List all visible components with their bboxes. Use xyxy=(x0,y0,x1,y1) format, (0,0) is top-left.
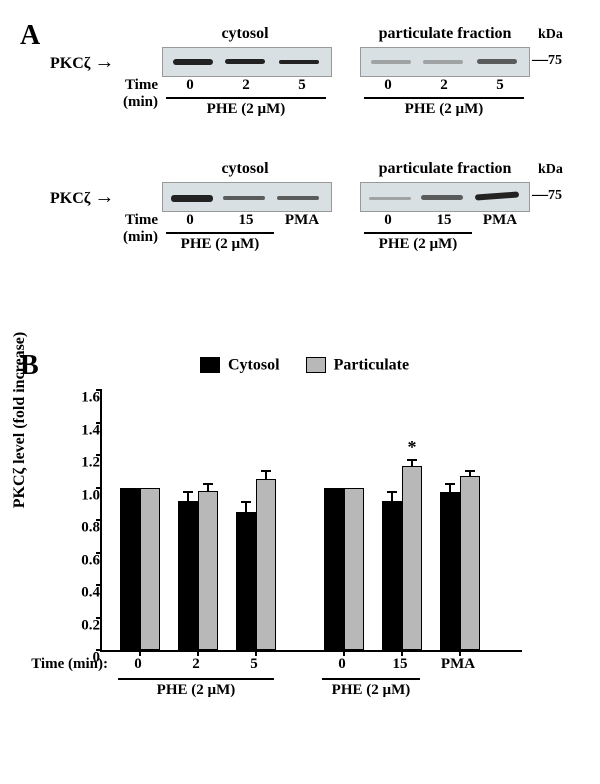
y-tick-label: 0.8 xyxy=(60,520,100,537)
panel-a-label: A xyxy=(20,20,40,52)
y-tick-label: 1.4 xyxy=(60,422,100,439)
x-labels-layer: 0 2 5 0 15 PMA PHE (2 µM) PHE (2 µM) xyxy=(100,650,520,730)
legend-label-cytosol: Cytosol xyxy=(228,356,280,373)
bar-particulate xyxy=(344,488,364,651)
bar-particulate xyxy=(402,466,422,650)
pkcz-label-1: PKCζ → xyxy=(50,51,114,74)
bar-cytosol xyxy=(236,512,256,650)
lane-label: 2 xyxy=(416,77,472,94)
pkcz-label-2: PKCζ → xyxy=(50,186,114,209)
x-axis-prefix: Time (min): xyxy=(18,656,108,673)
treatment-bar: PHE (2 µM) xyxy=(166,232,274,253)
kda-75-mark-2: —75 xyxy=(532,186,562,204)
treatment-bar: PHE (2 µM) xyxy=(364,97,524,118)
treatment-bar: PHE (2 µM) xyxy=(322,678,420,699)
bar-cytosol xyxy=(324,488,344,651)
arrow-icon: → xyxy=(94,51,114,73)
x-tick-label: 15 xyxy=(393,656,408,673)
panel-b: B Cytosol Particulate PKCζ level (fold i… xyxy=(20,350,580,750)
lane-label: 5 xyxy=(472,77,528,94)
treatment-bar: PHE (2 µM) xyxy=(364,232,472,253)
bar-cytosol xyxy=(120,488,140,651)
y-tick-label: 1.0 xyxy=(60,487,100,504)
kda-75-mark-1: —75 xyxy=(532,51,562,69)
y-tick-label: 1.6 xyxy=(60,390,100,407)
lane-label: PMA xyxy=(274,212,330,229)
time-label-1: Time (min) xyxy=(100,77,158,111)
bar-particulate xyxy=(256,479,276,650)
particulate-header-2: particulate fraction xyxy=(360,160,530,178)
kda-label-1: kDa xyxy=(538,27,563,43)
y-tick-label: 1.2 xyxy=(60,455,100,472)
y-tick-label: 0.4 xyxy=(60,585,100,602)
cytosol-blot-2 xyxy=(162,182,332,212)
particulate-blot-2 xyxy=(360,182,530,212)
lane-label: 0 xyxy=(360,212,416,229)
lane-label: 15 xyxy=(416,212,472,229)
y-tick-label: 0.2 xyxy=(60,617,100,634)
x-tick-label: 0 xyxy=(338,656,346,673)
lane-label: 0 xyxy=(162,77,218,94)
cytosol-blot-1 xyxy=(162,47,332,77)
y-axis-label: PKCζ level (fold increase) xyxy=(11,290,29,550)
particulate-header-1: particulate fraction xyxy=(360,25,530,43)
x-tick-label: 5 xyxy=(250,656,258,673)
bar-cytosol xyxy=(178,501,198,651)
lane-label: 2 xyxy=(218,77,274,94)
bar-cytosol xyxy=(382,501,402,651)
legend-label-particulate: Particulate xyxy=(334,356,410,373)
time-label-2: Time (min) xyxy=(100,212,158,246)
treatment-bar: PHE (2 µM) xyxy=(118,678,274,699)
arrow-icon: → xyxy=(94,186,114,208)
x-tick-label: PMA xyxy=(441,656,475,673)
y-tick-label: 0.6 xyxy=(60,552,100,569)
significance-star: * xyxy=(408,437,417,458)
lane-label: PMA xyxy=(472,212,528,229)
legend: Cytosol Particulate xyxy=(200,356,409,374)
cytosol-header-2: cytosol xyxy=(170,160,320,178)
legend-swatch-cytosol xyxy=(200,357,220,373)
chart-area: 00.20.40.60.81.01.21.41.6* xyxy=(100,390,522,652)
x-tick-label: 2 xyxy=(192,656,200,673)
cytosol-header-1: cytosol xyxy=(170,25,320,43)
lane-label: 5 xyxy=(274,77,330,94)
kda-label-2: kDa xyxy=(538,162,563,178)
legend-swatch-particulate xyxy=(306,357,326,373)
x-tick-label: 0 xyxy=(134,656,142,673)
treatment-bar: PHE (2 µM) xyxy=(166,97,326,118)
panel-a: A cytosol particulate fraction kDa PKCζ … xyxy=(20,20,580,340)
bar-cytosol xyxy=(440,492,460,650)
bar-particulate xyxy=(460,476,480,650)
bar-particulate xyxy=(198,491,218,650)
lane-label: 15 xyxy=(218,212,274,229)
lane-label: 0 xyxy=(360,77,416,94)
bar-particulate xyxy=(140,488,160,651)
lane-label: 0 xyxy=(162,212,218,229)
particulate-blot-1 xyxy=(360,47,530,77)
